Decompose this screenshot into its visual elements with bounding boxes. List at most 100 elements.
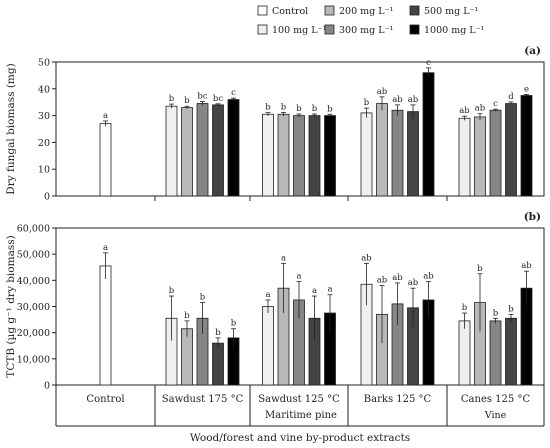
y-tick-label: 30,000 — [17, 302, 50, 313]
bar — [262, 306, 274, 386]
significance-letter: b — [312, 104, 318, 114]
legend-swatch — [409, 5, 420, 16]
significance-letter: b — [265, 103, 271, 113]
significance-letter: a — [281, 253, 286, 263]
significance-letter: b — [215, 328, 221, 338]
y-tick-label: 60,000 — [17, 224, 50, 235]
significance-letter: e — [524, 84, 529, 94]
significance-letter: bc — [197, 91, 207, 101]
significance-letter: b — [200, 293, 206, 303]
significance-letter: a — [296, 272, 301, 282]
y-tick-label: 30 — [38, 111, 50, 122]
bar — [181, 107, 193, 197]
significance-letter: b — [296, 104, 302, 114]
significance-letter: b — [169, 94, 175, 104]
significance-letter: b — [462, 303, 468, 313]
significance-letter: ab — [408, 95, 419, 105]
significance-letter: b — [169, 286, 175, 296]
significance-letter: ab — [361, 253, 372, 263]
significance-letter: b — [231, 319, 237, 329]
significance-letter: b — [493, 308, 499, 318]
legend-label: 100 mg L⁻¹ — [272, 25, 327, 36]
panel-label: (b) — [524, 211, 541, 223]
y-axis-label: TCTB (µg g⁻¹ dry biomass) — [5, 235, 17, 377]
bar — [407, 111, 419, 197]
bar — [277, 113, 290, 197]
bar — [181, 328, 193, 386]
significance-letter: ab — [377, 276, 388, 286]
y-tick-label: 10,000 — [17, 354, 50, 365]
bar — [489, 109, 502, 197]
significance-letter: c — [493, 99, 498, 109]
bar — [262, 113, 274, 197]
significance-letter: ab — [521, 261, 532, 271]
legend-label: 300 mg L⁻¹ — [339, 25, 394, 36]
category-label: Sawdust 175 °C — [162, 394, 244, 405]
bar — [212, 342, 224, 386]
significance-letter: a — [327, 285, 332, 295]
y-tick-label: 20 — [38, 138, 50, 149]
y-axis-label: Dry fungal biomass (mg) — [5, 63, 17, 194]
legend-swatch — [257, 24, 268, 35]
significance-letter: a — [265, 290, 270, 300]
bar — [324, 115, 336, 197]
significance-letter: b — [364, 98, 370, 108]
bar — [489, 320, 502, 386]
y-tick-label: 0 — [44, 381, 50, 392]
significance-letter: a — [312, 286, 317, 296]
category-axis: Control Sawdust 175 °C Sawdust 125 °C Barks… — [55, 385, 545, 444]
significance-letter: b — [508, 304, 514, 314]
significance-letter: ab — [475, 104, 486, 114]
significance-letter: ab — [392, 95, 403, 105]
bar — [360, 112, 373, 197]
category-label: Sawdust 125 °C — [258, 394, 340, 405]
y-tick-label: 40 — [38, 84, 50, 95]
legend-swatch — [409, 24, 420, 35]
y-tick-label: 0 — [44, 192, 50, 203]
category-label: Control — [86, 394, 124, 405]
bar — [520, 95, 533, 197]
significance-letter: c — [426, 58, 431, 68]
bar — [196, 103, 209, 197]
bar — [99, 265, 112, 386]
y-tick-label: 50 — [38, 58, 50, 69]
panel-b: 0 10,000 20,000 30,000 40,000 50,000 60,000TCT… — [5, 211, 545, 392]
legend: Control 100 mg L⁻¹ 200 mg L⁻¹ 300 mg L⁻¹ 500… — [257, 5, 485, 36]
legend-swatch — [324, 5, 335, 16]
legend-label: 200 mg L⁻¹ — [339, 6, 394, 17]
bar — [458, 320, 471, 386]
significance-letter: bc — [213, 94, 223, 104]
panel-label: (a) — [524, 45, 541, 57]
significance-letter: b — [281, 102, 287, 112]
significance-letter: d — [508, 92, 514, 102]
y-tick-label: 40,000 — [17, 276, 50, 287]
legend-swatch — [257, 5, 268, 16]
significance-letter: b — [184, 311, 190, 321]
y-tick-label: 20,000 — [17, 328, 50, 339]
bar — [505, 317, 517, 386]
x-axis-title: Wood/forest and vine by-product extracts — [190, 432, 410, 444]
legend-label: Control — [272, 6, 308, 17]
bar — [474, 116, 486, 197]
significance-letter: b — [327, 104, 333, 114]
bar — [391, 109, 404, 197]
bar — [99, 123, 112, 197]
bar — [505, 103, 517, 197]
significance-letter: a — [103, 243, 108, 253]
bar — [227, 99, 240, 197]
significance-letter: ab — [377, 87, 388, 97]
legend-label: 1000 mg L⁻¹ — [424, 25, 485, 36]
y-tick-label: 50,000 — [17, 250, 50, 261]
legend-swatch — [324, 24, 335, 35]
significance-letter: ab — [459, 106, 470, 116]
significance-letter: ab — [408, 278, 419, 288]
group-label: Maritime pine — [265, 410, 337, 421]
significance-letter: b — [477, 264, 483, 274]
y-tick-label: 10 — [38, 165, 50, 176]
legend-label: 500 mg L⁻¹ — [424, 6, 479, 17]
bar — [212, 104, 224, 197]
bar — [376, 103, 388, 197]
group-label: Vine — [484, 410, 507, 421]
